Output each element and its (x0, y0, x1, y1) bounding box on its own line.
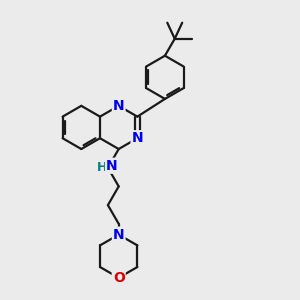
Text: N: N (106, 159, 118, 173)
Text: N: N (113, 99, 124, 113)
Text: N: N (113, 228, 124, 242)
Text: N: N (132, 131, 143, 145)
Text: O: O (113, 271, 124, 285)
Text: H: H (97, 161, 107, 174)
